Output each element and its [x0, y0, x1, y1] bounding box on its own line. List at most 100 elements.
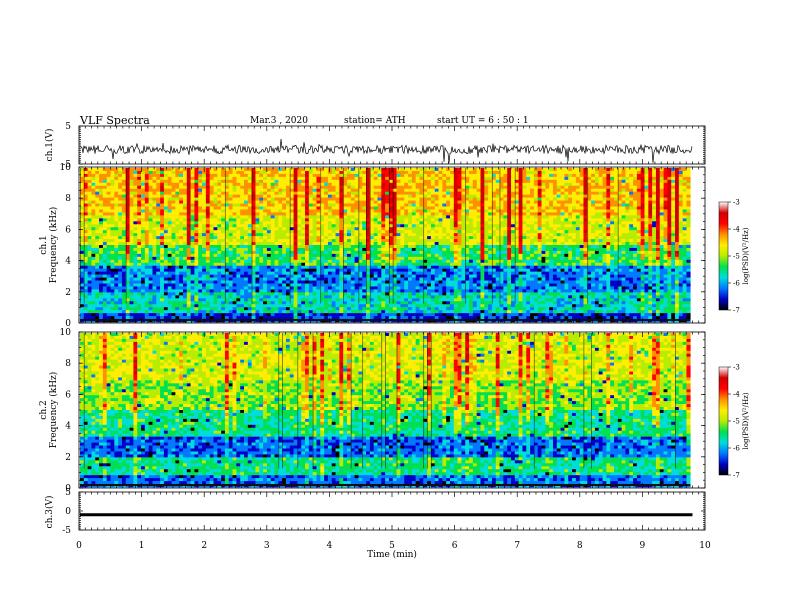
- spectrogram-cell: [671, 173, 676, 178]
- spectrogram-cell: [682, 188, 687, 192]
- spectrogram-cell: [175, 224, 180, 228]
- spectrogram-cell: [190, 203, 195, 207]
- spectrogram-cell: [228, 185, 233, 190]
- spectrogram-cell: [244, 209, 249, 213]
- spectrogram-cell: [465, 185, 470, 190]
- spectrogram-cell: [381, 230, 386, 234]
- spectrogram-cell: [205, 247, 210, 252]
- spectrogram-cell: [106, 179, 111, 184]
- spectrogram-cell: [591, 182, 596, 187]
- spectrogram-cell: [518, 194, 523, 198]
- spectrogram-cell: [568, 253, 573, 258]
- spectrogram-cell: [442, 253, 447, 258]
- spectrogram-cell: [293, 203, 298, 207]
- spectrogram-cell: [335, 233, 340, 237]
- spectrogram-cell: [430, 191, 436, 195]
- spectrogram-cell: [438, 173, 443, 178]
- spectrogram-cell: [453, 168, 458, 172]
- spectrogram-cell: [560, 250, 565, 255]
- spectrogram-cell: [259, 212, 264, 216]
- spectrogram-cell: [327, 239, 333, 243]
- spectrogram-cell: [114, 176, 119, 181]
- spectrogram-cell: [282, 197, 287, 201]
- spectrogram-cell: [339, 176, 344, 181]
- spectrogram-cell: [236, 173, 241, 178]
- spectrogram-cell: [247, 242, 252, 246]
- spectrogram-cell: [293, 197, 298, 201]
- spectrogram-cell: [613, 191, 619, 195]
- spectrogram-cell: [476, 206, 481, 210]
- spectrogram-cell: [232, 215, 237, 219]
- spectrogram-cell: [652, 250, 657, 255]
- spectrogram-cell: [419, 206, 424, 210]
- spectrogram-cell: [419, 200, 424, 204]
- spectrogram-cell: [686, 168, 691, 172]
- spectrogram-cell: [236, 185, 241, 190]
- spectrogram-cell: [316, 239, 321, 243]
- spectrogram-cell: [205, 250, 210, 255]
- spectrogram-cell: [121, 176, 127, 181]
- spectrogram-cell: [171, 194, 176, 198]
- spectrogram-cell: [671, 250, 676, 255]
- spectrogram-cell: [346, 253, 352, 258]
- spectrogram-cell: [369, 179, 374, 184]
- spectrogram-cell: [141, 179, 146, 184]
- spectrogram-cell: [118, 206, 123, 210]
- spectrogram-cell: [427, 256, 432, 261]
- spectrogram-cell: [278, 182, 283, 187]
- spectrogram-cell: [91, 236, 96, 240]
- spectrogram-cell: [190, 242, 195, 246]
- spectrogram-cell: [179, 209, 184, 213]
- spectrogram-cell: [434, 230, 439, 234]
- spectrogram-cell: [373, 197, 378, 201]
- spectrogram-cell: [141, 209, 146, 213]
- spectrogram-cell: [171, 259, 176, 264]
- spectrogram-cell: [217, 209, 222, 213]
- spectrogram-cell: [461, 239, 466, 243]
- spectrogram-cell: [125, 168, 130, 172]
- spectrogram-cell: [560, 170, 565, 175]
- spectrogram-cell: [373, 230, 378, 234]
- spectrogram-cell: [228, 239, 233, 243]
- spectrogram-cell: [213, 176, 218, 181]
- spectrogram-cell: [678, 194, 683, 198]
- spectrogram-cell: [148, 242, 153, 246]
- spectrogram-cell: [613, 209, 619, 213]
- spectrogram-cell: [476, 176, 481, 181]
- spectrogram-cell: [644, 224, 649, 228]
- spectrogram-cell: [526, 179, 531, 184]
- spectrogram-cell: [244, 221, 249, 225]
- spectrogram-cell: [556, 212, 561, 216]
- spectrogram-cell: [362, 256, 367, 261]
- spectrogram-cell: [312, 230, 317, 234]
- spectrogram-cell: [552, 236, 558, 240]
- spectrogram-cell: [602, 215, 607, 219]
- spectrogram-cell: [270, 185, 275, 190]
- spectrogram-cell: [667, 179, 672, 184]
- spectrogram-cell: [648, 168, 653, 172]
- spectrogram-cell: [209, 209, 214, 213]
- spectrogram-cell: [633, 197, 638, 201]
- spectrogram-cell: [606, 242, 611, 246]
- spectrogram-cell: [503, 236, 508, 240]
- spectrogram-cell: [400, 179, 405, 184]
- spectrogram-cell: [244, 245, 249, 249]
- spectrogram-cell: [659, 242, 664, 246]
- spectrogram-cell: [373, 245, 378, 249]
- spectrogram-cell: [541, 191, 546, 195]
- spectrogram-cell: [137, 256, 142, 261]
- spectrogram-cell: [610, 230, 615, 234]
- spectrogram-cell: [446, 209, 451, 213]
- spectrogram-cell: [312, 233, 317, 237]
- spectrogram-cell: [560, 212, 565, 216]
- spectrogram-cell: [327, 212, 333, 216]
- spectrogram-cell: [236, 168, 241, 172]
- spectrogram-cell: [167, 179, 172, 184]
- spectrogram-cell: [91, 209, 96, 213]
- spectrogram-cell: [675, 212, 680, 216]
- spectrogram-cell: [350, 236, 355, 240]
- spectrogram-cell: [644, 212, 649, 216]
- spectrogram-cell: [228, 212, 233, 216]
- spectrogram-cell: [449, 179, 455, 184]
- spectrogram-cell: [182, 173, 188, 178]
